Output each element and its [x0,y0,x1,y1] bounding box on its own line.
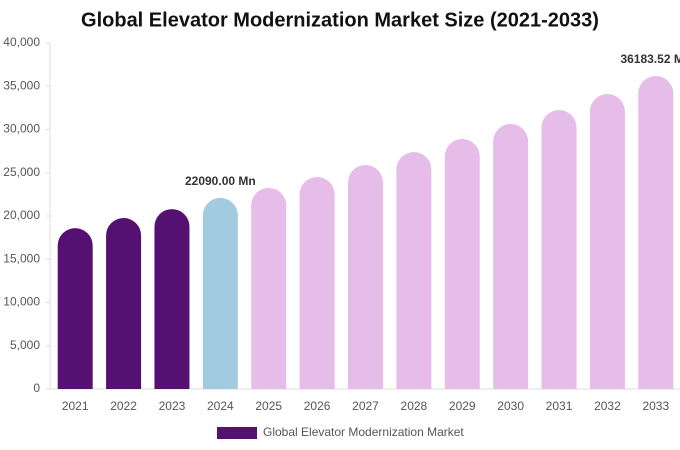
y-tick-label: 25,000 [3,165,40,179]
x-tick-label: 2026 [304,399,331,413]
y-tick-label: 20,000 [3,208,40,222]
bar [251,187,287,389]
x-tick-label: 2032 [594,399,621,413]
y-tick-label: 15,000 [3,251,40,265]
x-tick-label: 2027 [352,399,379,413]
bar [202,197,238,389]
bar [396,151,432,389]
bar [541,110,577,390]
y-tick-label: 30,000 [3,122,40,136]
y-tick-label: 10,000 [3,295,40,309]
x-tick-label: 2033 [642,399,669,413]
x-tick-label: 2022 [110,399,137,413]
bar [154,209,190,389]
x-tick-label: 2023 [159,399,186,413]
bar [493,123,529,390]
bar [106,217,142,389]
y-tick-label: 35,000 [3,78,40,92]
y-tick-label: 5,000 [10,338,40,352]
value-label: 36183.52 Mn [620,52,680,66]
bar [299,176,335,389]
value-label: 22090.00 Mn [185,174,256,188]
x-tick-label: 2024 [207,399,234,413]
legend-swatch [217,427,257,439]
bar [57,228,93,389]
x-tick-label: 2025 [255,399,282,413]
x-tick-label: 2028 [401,399,428,413]
bar [444,139,480,389]
chart-title: Global Elevator Modernization Market Siz… [81,9,599,31]
bar [348,164,383,389]
y-tick-label: 0 [33,381,40,395]
x-tick-label: 2021 [62,399,89,413]
x-tick-label: 2029 [449,399,476,413]
bar [589,94,625,389]
bar [638,76,674,389]
y-tick-label: 40,000 [3,35,40,49]
x-tick-label: 2031 [546,399,573,413]
legend-label: Global Elevator Modernization Market [263,425,464,439]
x-tick-label: 2030 [497,399,524,413]
